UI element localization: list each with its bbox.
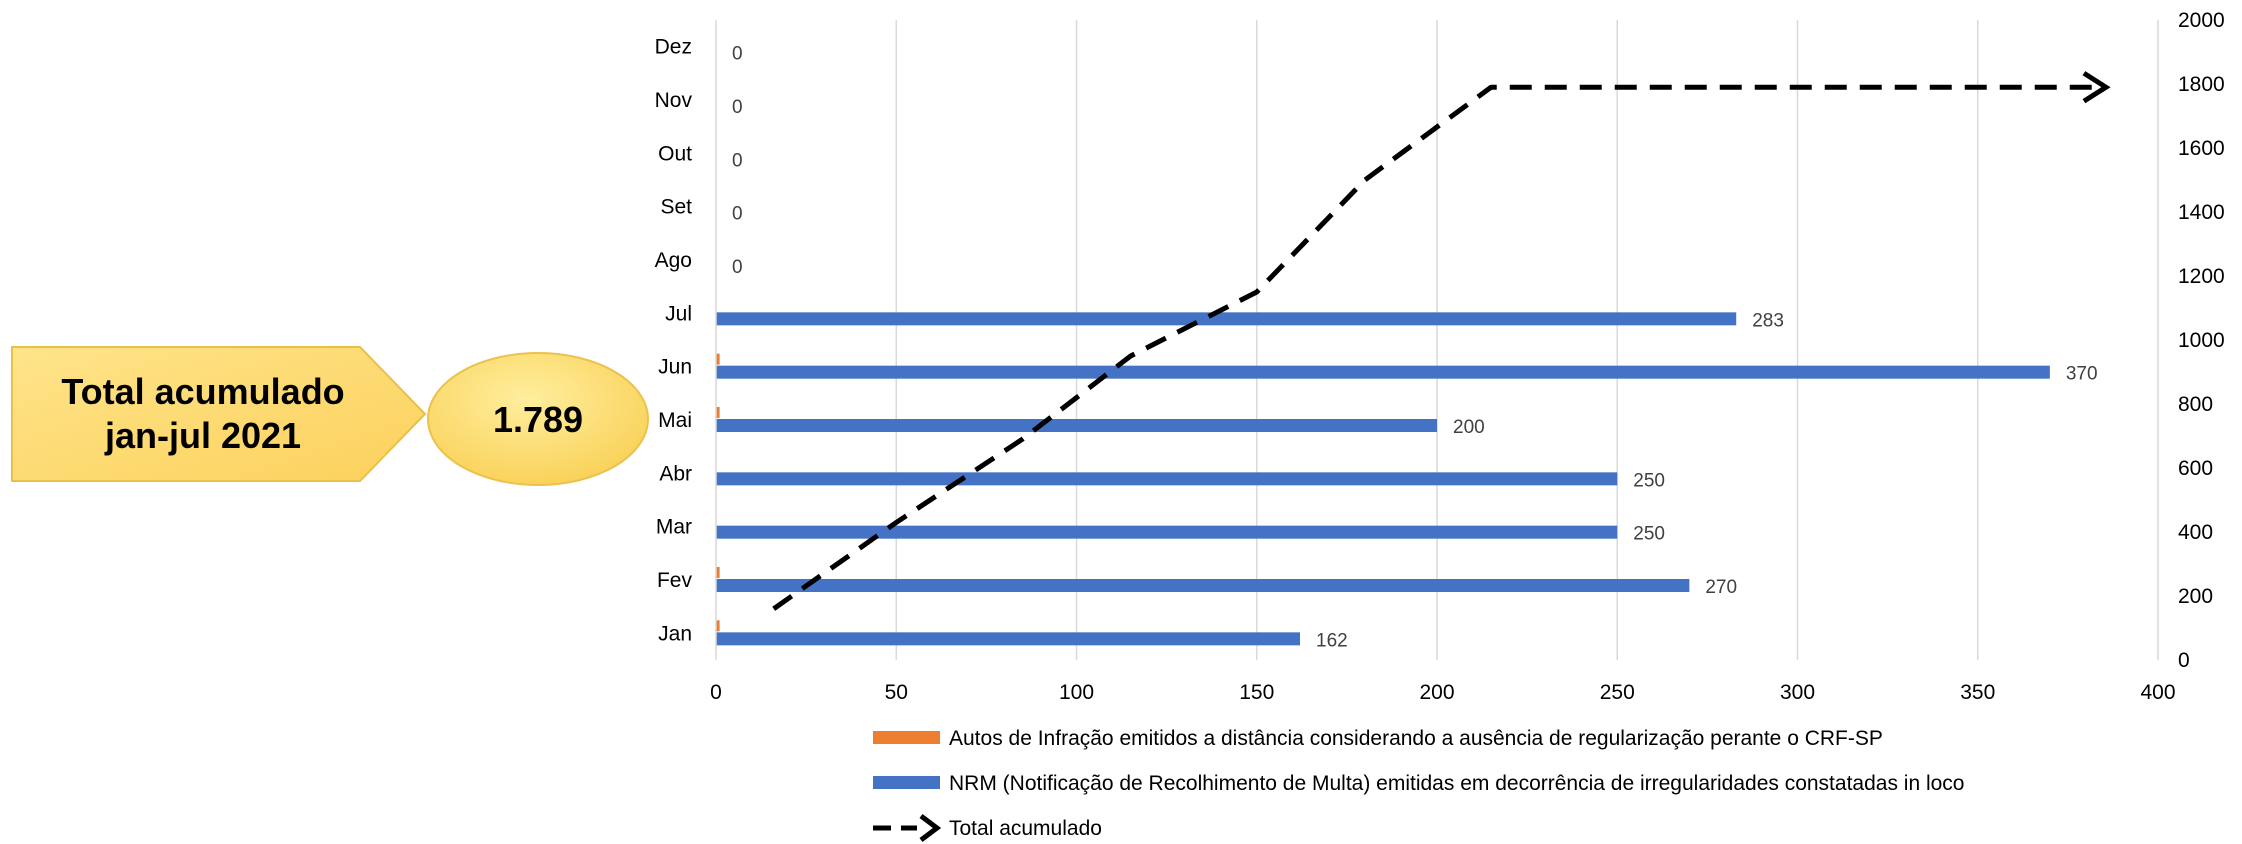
callout-arrow-shape xyxy=(11,346,427,482)
y2-tick-800: 800 xyxy=(2178,393,2213,416)
legend-swatch-total-arrow xyxy=(919,814,942,842)
x-tick-300: 300 xyxy=(1780,681,1815,704)
bar-nrm-mar xyxy=(716,525,1618,539)
x-tick-100: 100 xyxy=(1059,681,1094,704)
y2-tick-1400: 1400 xyxy=(2178,201,2225,224)
y2-tick-600: 600 xyxy=(2178,457,2213,480)
category-label-ago: Ago xyxy=(655,249,692,272)
legend-swatch-nrm xyxy=(873,776,940,789)
data-label-nrm-mar: 250 xyxy=(1633,524,1665,545)
bars xyxy=(716,312,2050,646)
legend-swatch-autos xyxy=(873,731,940,744)
x-tick-400: 400 xyxy=(2140,681,2175,704)
category-label-jan: Jan xyxy=(658,622,692,645)
legend: Autos de Infração emitidos a distância c… xyxy=(873,727,1965,842)
category-label-mai: Mai xyxy=(658,409,692,432)
y2-tick-1000: 1000 xyxy=(2178,329,2225,352)
category-label-fev: Fev xyxy=(657,569,693,592)
y2-tick-2000: 2000 xyxy=(2178,9,2225,32)
data-label-nrm-jun: 370 xyxy=(2066,364,2098,385)
data-label-nrm-mai: 200 xyxy=(1453,417,1485,438)
y2-tick-1200: 1200 xyxy=(2178,265,2225,288)
bar-nrm-jan xyxy=(716,632,1301,646)
callout-value: 1.789 xyxy=(493,399,583,440)
bar-nrm-mai xyxy=(716,419,1437,432)
data-label-nrm-abr: 250 xyxy=(1633,470,1665,491)
category-label-set: Set xyxy=(660,196,692,219)
axes: 0 50 100 150 200 250 300 350 4000200400600800100… xyxy=(655,9,2225,704)
legend-label-total: Total acumulado xyxy=(949,817,1102,840)
bar-nrm-jul xyxy=(716,312,1737,326)
category-label-dez: Dez xyxy=(655,36,692,59)
bar-autos-mai xyxy=(716,407,720,418)
data-label-nrm-ago: 0 xyxy=(732,257,743,278)
category-label-out: Out xyxy=(658,142,692,165)
bar-autos-jan xyxy=(716,620,720,632)
total-line-arrowhead xyxy=(2082,71,2111,104)
x-tick-350: 350 xyxy=(1960,681,1995,704)
y2-tick-1600: 1600 xyxy=(2178,137,2225,160)
x-tick-0: 0 xyxy=(710,681,722,704)
x-tick-200: 200 xyxy=(1419,681,1454,704)
x-tick-150: 150 xyxy=(1239,681,1274,704)
legend-label-nrm: NRM (Notificação de Recolhimento de Mult… xyxy=(949,772,1965,795)
category-label-abr: Abr xyxy=(659,462,692,485)
y2-tick-0: 0 xyxy=(2178,649,2190,672)
x-tick-250: 250 xyxy=(1600,681,1635,704)
data-label-nrm-set: 0 xyxy=(732,204,743,225)
callout-value-oval xyxy=(427,352,649,486)
category-label-mar: Mar xyxy=(656,516,692,539)
y2-tick-1800: 1800 xyxy=(2178,73,2225,96)
total-callout: Total acumulado jan-jul 2021 1.789 xyxy=(11,346,649,486)
bar-autos-fev xyxy=(716,567,720,578)
category-label-jul: Jul xyxy=(665,302,692,325)
data-label-nrm-jan: 162 xyxy=(1316,630,1348,651)
data-label-nrm-dez: 0 xyxy=(732,44,743,65)
data-labels: 162 270 250 250 200 370 283 0 0 0 0 0 xyxy=(732,44,2098,652)
category-label-jun: Jun xyxy=(658,356,692,379)
total-line xyxy=(772,71,2111,611)
y2-tick-400: 400 xyxy=(2178,521,2213,544)
data-label-nrm-fev: 270 xyxy=(1705,577,1737,598)
y2-tick-200: 200 xyxy=(2178,585,2213,608)
bar-autos-jun xyxy=(716,353,720,365)
callout-label-line2: jan-jul 2021 xyxy=(104,415,301,456)
callout-label-line1: Total acumulado xyxy=(61,371,344,412)
bar-nrm-abr xyxy=(716,472,1618,486)
legend-label-autos: Autos de Infração emitidos a distância c… xyxy=(949,727,1883,750)
data-label-nrm-out: 0 xyxy=(732,150,743,171)
bar-nrm-fev xyxy=(716,579,1690,592)
gridlines xyxy=(895,20,2159,660)
bar-nrm-jun xyxy=(716,365,2050,379)
x-tick-50: 50 xyxy=(885,681,908,704)
data-label-nrm-nov: 0 xyxy=(732,97,743,118)
category-label-nov: Nov xyxy=(655,89,693,112)
data-label-nrm-jul: 283 xyxy=(1752,310,1784,331)
total-line-path xyxy=(772,84,2104,611)
